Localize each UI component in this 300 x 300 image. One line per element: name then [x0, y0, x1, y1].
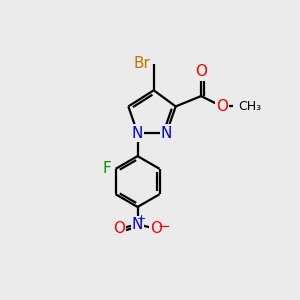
Text: CH₃: CH₃ [238, 100, 261, 113]
Text: Br: Br [134, 56, 150, 71]
Text: +: + [137, 214, 146, 224]
Text: N: N [132, 217, 143, 232]
Text: O: O [195, 64, 207, 79]
Text: N: N [132, 125, 143, 140]
Text: −: − [157, 219, 170, 234]
Text: N: N [161, 125, 172, 140]
Text: O: O [150, 221, 162, 236]
Text: F: F [102, 161, 111, 176]
Text: O: O [216, 99, 228, 114]
Text: O: O [113, 221, 125, 236]
